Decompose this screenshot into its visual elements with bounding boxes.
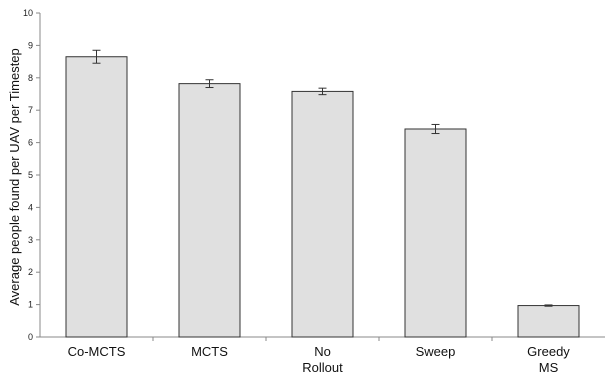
y-tick-label: 8	[28, 73, 33, 83]
x-category-label: Greedy	[527, 344, 570, 359]
x-category-label: Rollout	[302, 360, 343, 375]
y-tick-label: 2	[28, 267, 33, 277]
y-tick-label: 3	[28, 235, 33, 245]
y-axis-title: Average people found per UAV per Timeste…	[7, 48, 22, 306]
bar	[65, 56, 128, 338]
bar	[404, 128, 467, 338]
y-axis-title-group: Average people found per UAV per Timeste…	[7, 48, 22, 306]
x-category-label: MCTS	[191, 344, 228, 359]
x-category-label: No	[314, 344, 331, 359]
y-tick-label: 5	[28, 170, 33, 180]
x-category-label: MS	[539, 360, 559, 375]
x-category-label: Sweep	[416, 344, 456, 359]
bar	[517, 305, 580, 338]
x-category-label: Co-MCTS	[68, 344, 126, 359]
y-tick-label: 9	[28, 40, 33, 50]
bar	[291, 90, 354, 338]
y-tick-label: 4	[28, 202, 33, 212]
y-tick-label: 0	[28, 332, 33, 342]
y-tick-label: 10	[23, 8, 33, 18]
y-tick-label: 7	[28, 105, 33, 115]
bar	[178, 83, 241, 338]
y-tick-label: 1	[28, 300, 33, 310]
y-tick-label: 6	[28, 138, 33, 148]
